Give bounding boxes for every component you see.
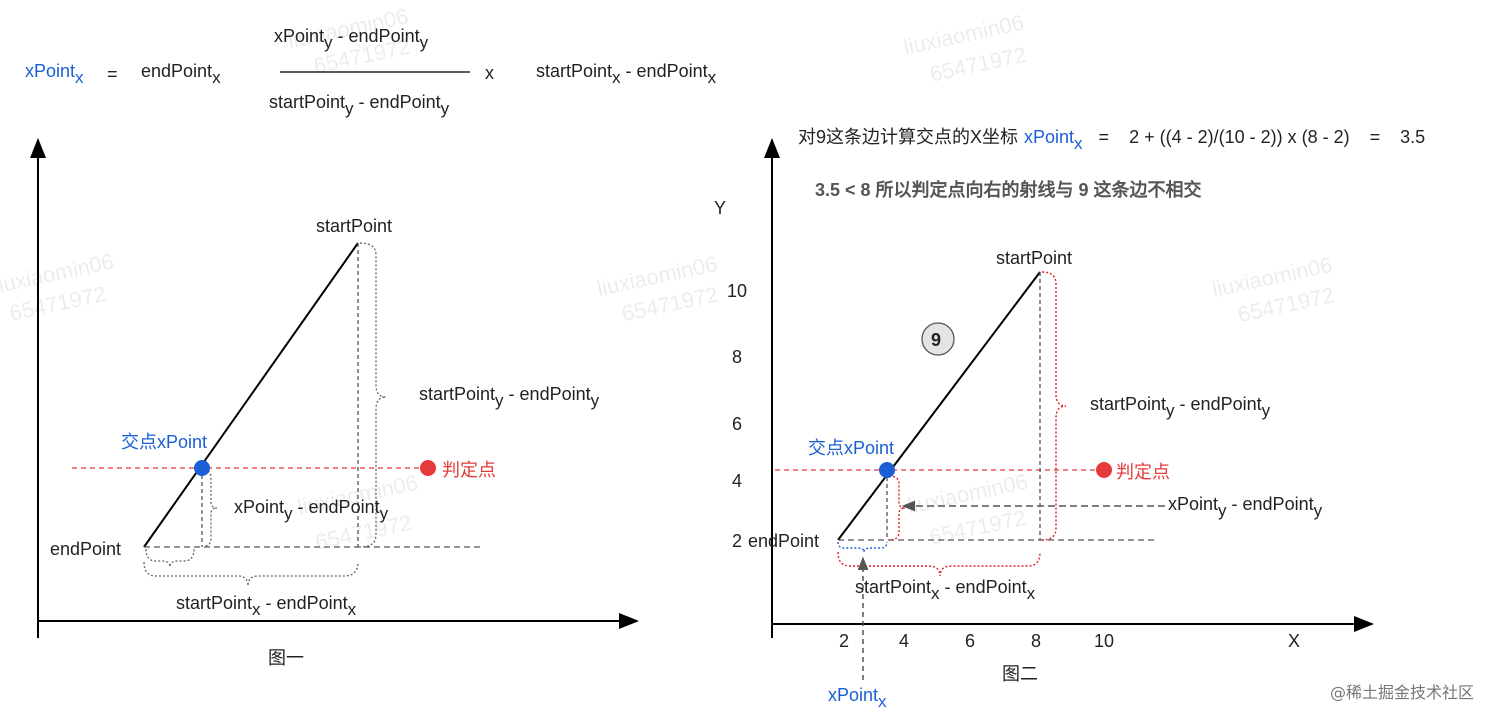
- fig2-y-tick: 8: [732, 347, 742, 367]
- fig2-edge: [837, 271, 1041, 541]
- fig1-sub-label: xPointy - endPointy: [234, 497, 389, 523]
- fig2-dy-label: startPointy - endPointy: [1090, 394, 1271, 420]
- fig1-dx-label: startPointx - endPointx: [176, 593, 357, 619]
- fig2-edge-badge-text: 9: [931, 330, 941, 350]
- figure-2: 对9这条边计算交点的X坐标 xPointx = 2 + ((4 - 2)/(10 - …: [714, 127, 1425, 711]
- formula-tail: startPointx - endPointx: [536, 61, 717, 87]
- fig2-brace-dx: [837, 551, 1041, 577]
- fig2-x-tick: 8: [1031, 631, 1041, 651]
- fig1-start-label: startPoint: [316, 216, 392, 236]
- fig2-x-tick: 2: [839, 631, 849, 651]
- fig1-intersection-label: 交点xPoint: [121, 432, 207, 452]
- fig2-sub-label: xPointy - endPointy: [1168, 494, 1323, 520]
- formula-eq: =: [107, 64, 118, 84]
- fig1-edge: [143, 242, 359, 548]
- fig1-dy-label: startPointy - endPointy: [419, 384, 600, 410]
- fig1-brace-small: [145, 548, 195, 568]
- fig2-intersection-dot: [879, 462, 895, 478]
- fig2-y-tick: 2: [732, 531, 742, 551]
- fig2-caption: 图二: [1002, 664, 1038, 684]
- fig2-intersection-label: 交点xPoint: [808, 438, 894, 458]
- figure-1: startPoint endPoint 交点xPoint 判定点 startPo…: [30, 138, 639, 668]
- formula-lhs: xPointx: [25, 61, 84, 87]
- fig2-y-tick: 10: [727, 281, 747, 301]
- fig2-brace-blue: [837, 541, 888, 553]
- fig1-caption: 图一: [268, 648, 304, 668]
- fig2-start-label: startPoint: [996, 248, 1072, 268]
- fig1-brace-sub: [203, 469, 218, 547]
- fig2-x-tick: 6: [965, 631, 975, 651]
- fig2-x-tick: 10: [1094, 631, 1114, 651]
- fig1-end-label: endPoint: [50, 539, 121, 559]
- brand-watermark: @稀土掘金技术社区: [1330, 683, 1474, 702]
- fig1-judge-dot: [420, 460, 436, 476]
- top-formula: xPointx = endPointx xPointy - endPointy …: [25, 26, 717, 118]
- fig2-judge-label: 判定点: [1116, 462, 1170, 482]
- formula-times: x: [485, 63, 494, 83]
- fig2-brace-sub: [888, 475, 906, 541]
- formula-numerator: xPointy - endPointy: [274, 26, 429, 52]
- fig2-calc-line: 对9这条边计算交点的X坐标 xPointx = 2 + ((4 - 2)/(10 - …: [798, 127, 1425, 153]
- fig2-judge-dot: [1096, 462, 1112, 478]
- fig2-y-tick: 6: [732, 414, 742, 434]
- fig2-x-tick: 4: [899, 631, 909, 651]
- fig2-y-axis-label: Y: [714, 198, 726, 218]
- fig2-x-axis-label: X: [1288, 631, 1300, 651]
- fig2-y-tick: 4: [732, 471, 742, 491]
- formula-denominator: startPointy - endPointy: [269, 92, 450, 118]
- formula-term1: endPointx: [141, 61, 221, 87]
- fig2-brace-dy: [1041, 271, 1067, 541]
- fig2-end-label: endPoint: [748, 531, 819, 551]
- fig1-brace-dy: [359, 242, 387, 548]
- fig2-edge-badge: [921, 322, 955, 356]
- fig2-xpoint-label: xPointx: [828, 685, 887, 711]
- fig1-brace-dx: [143, 561, 359, 587]
- fig1-intersection-dot: [194, 460, 210, 476]
- fig2-conclusion: 3.5 < 8 所以判定点向右的射线与 9 这条边不相交: [815, 179, 1202, 200]
- fig1-judge-label: 判定点: [442, 460, 496, 480]
- fig2-dx-label: startPointx - endPointx: [855, 577, 1036, 603]
